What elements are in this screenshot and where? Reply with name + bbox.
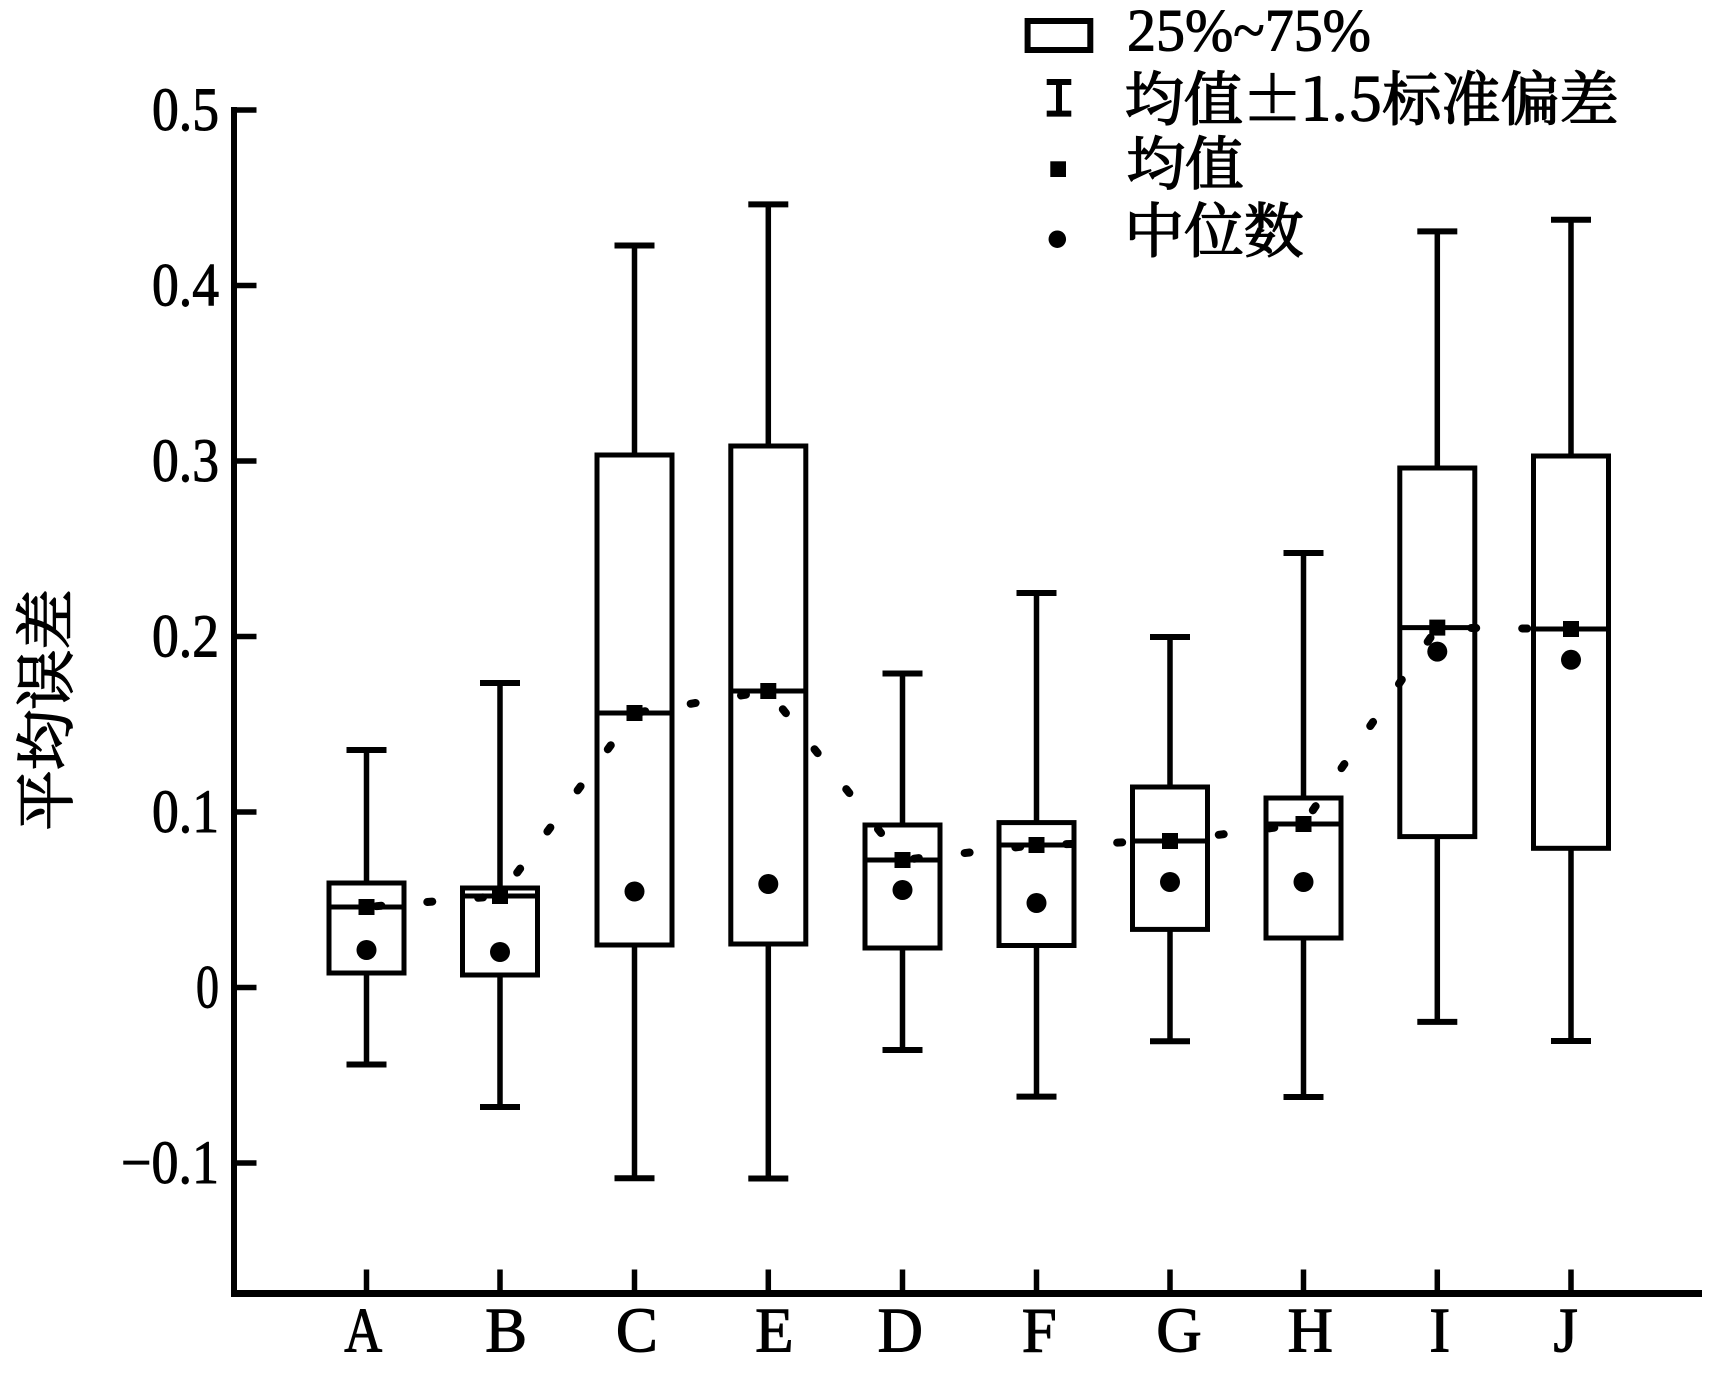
svg-text:I: I (1429, 1296, 1450, 1366)
svg-text:0.5: 0.5 (152, 77, 219, 144)
svg-text:D: D (877, 1296, 923, 1366)
svg-text:F: F (1022, 1296, 1057, 1366)
svg-text:0.1: 0.1 (152, 779, 219, 846)
svg-text:25%~75%: 25%~75% (1127, 0, 1371, 64)
svg-text:0: 0 (196, 955, 219, 1022)
svg-text:0.3: 0.3 (152, 428, 219, 495)
svg-text:0.4: 0.4 (152, 253, 219, 320)
svg-text:H: H (1287, 1296, 1333, 1366)
svg-text:G: G (1156, 1296, 1202, 1366)
svg-text:J: J (1553, 1296, 1578, 1366)
svg-text:A: A (344, 1296, 382, 1366)
svg-text:C: C (616, 1296, 658, 1366)
svg-text:B: B (485, 1296, 527, 1366)
svg-text:0.2: 0.2 (152, 604, 219, 671)
svg-text:−0.1: −0.1 (121, 1130, 219, 1197)
svg-text:E: E (755, 1296, 793, 1366)
